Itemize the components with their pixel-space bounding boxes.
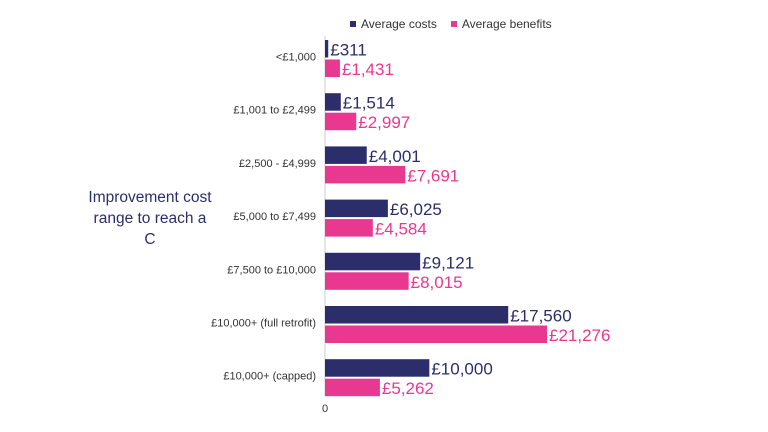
data-label-average-costs: £6,025 (390, 200, 442, 219)
bar-average-costs (325, 93, 341, 111)
data-label-average-costs: £10,000 (431, 360, 492, 379)
bar-average-costs (325, 306, 509, 324)
bar-average-benefits (325, 378, 380, 397)
data-label-average-benefits: £5,262 (382, 379, 434, 398)
bar-average-costs (325, 146, 367, 164)
category-label: £5,000 to £7,499 (233, 211, 316, 223)
category-label: £2,500 - £4,999 (239, 158, 316, 170)
bar-average-costs (325, 252, 421, 271)
x-tick-label: 0 (322, 403, 328, 415)
data-label-average-benefits: £7,691 (407, 166, 459, 185)
category-label: £10,000+ (full retrofit) (211, 318, 316, 330)
bar-average-costs (325, 199, 388, 218)
chart-legend: Average costs Average benefits (350, 17, 552, 31)
category-label: £10,000+ (capped) (223, 371, 316, 383)
bar-average-costs (325, 359, 430, 377)
data-label-average-benefits: £21,276 (549, 326, 610, 345)
data-label-average-benefits: £2,997 (358, 113, 410, 132)
data-label-average-costs: £17,560 (510, 307, 571, 326)
legend-label-average-costs: Average costs (361, 17, 437, 31)
legend-label-average-benefits: Average benefits (461, 17, 552, 31)
bar-average-benefits (325, 272, 409, 290)
bar-average-benefits (325, 112, 357, 131)
data-label-average-benefits: £4,584 (375, 220, 427, 239)
legend-item-average-benefits: Average benefits (450, 17, 552, 31)
legend-swatch-average-benefits (450, 21, 457, 27)
data-label-average-costs: £311 (330, 41, 367, 60)
category-label: <£1,000 (276, 52, 316, 64)
bar-average-benefits (325, 59, 340, 77)
category-label: £7,500 to £10,000 (227, 264, 316, 276)
y-axis-title: Improvement cost range to reach a C (88, 189, 212, 248)
data-label-average-costs: £4,001 (369, 147, 421, 166)
data-label-average-benefits: £8,015 (411, 273, 463, 292)
data-label-average-costs: £9,121 (422, 253, 474, 272)
bar-average-benefits (325, 325, 547, 343)
bar-average-benefits (325, 165, 406, 184)
data-label-average-costs: £1,514 (343, 94, 395, 113)
bar-average-benefits (325, 219, 373, 237)
bar-average-costs (325, 40, 329, 58)
legend-swatch-average-costs (350, 21, 356, 27)
data-label-average-benefits: £1,431 (342, 60, 394, 79)
legend-item-average-costs: Average costs (350, 17, 437, 31)
category-label: £1,001 to £2,499 (233, 105, 316, 117)
